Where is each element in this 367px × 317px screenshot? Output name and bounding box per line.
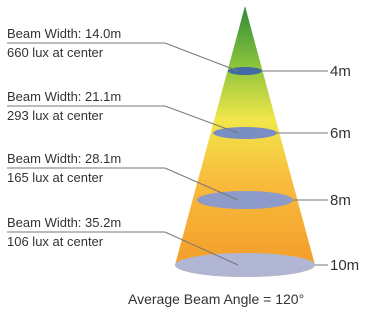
beam-width-label: Beam Width: 28.1m [7, 151, 121, 166]
beam-width-label: Beam Width: 35.2m [7, 215, 121, 230]
beam-diagram: Beam Width: 14.0m 660 lux at center 4m Beam… [0, 0, 367, 317]
lux-label: 106 lux at center [7, 234, 104, 249]
page: {"levels": [ {"beam_width": "Beam Width:… [0, 0, 367, 317]
distance-label: 4m [330, 63, 351, 80]
beam-ellipse [228, 67, 262, 75]
lux-label: 165 lux at center [7, 170, 104, 185]
beam-width-label: Beam Width: 14.0m [7, 26, 121, 41]
beam-ellipse [213, 127, 277, 139]
distance-label: 10m [330, 257, 359, 274]
beam-angle: Average Beam Angle = 120° [128, 291, 304, 307]
beam-cone [175, 6, 315, 277]
lux-label: 293 lux at center [7, 108, 104, 123]
beam-ellipse [197, 191, 293, 209]
beam-ellipse [175, 253, 315, 277]
distance-label: 8m [330, 192, 351, 209]
beam-width-label: Beam Width: 21.1m [7, 89, 121, 104]
distance-label: 6m [330, 125, 351, 142]
lux-label: 660 lux at center [7, 45, 104, 60]
